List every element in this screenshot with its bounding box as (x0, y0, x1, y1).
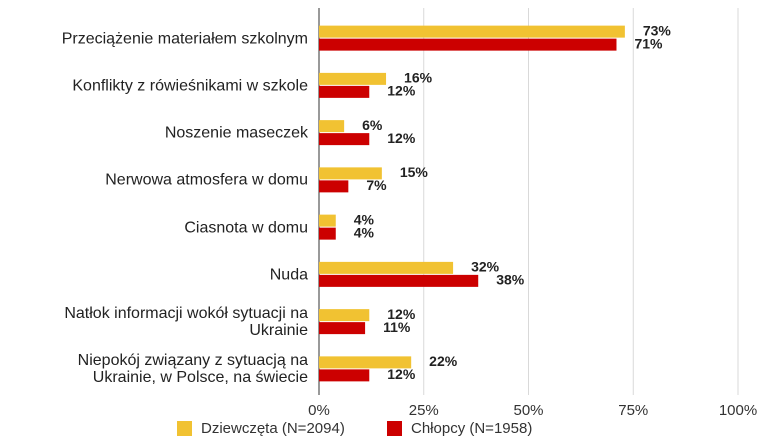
x-tick-label: 75% (618, 402, 648, 419)
legend-label: Dziewczęta (N=2094) (201, 420, 345, 437)
category-label: Ciasnota w domu (184, 219, 308, 237)
bar (319, 214, 336, 227)
value-label: 12% (387, 366, 416, 382)
category-label: Niepokój związany z sytuacją na Ukrainie… (77, 352, 308, 387)
value-label: 12% (387, 306, 416, 322)
bar (319, 167, 382, 180)
category-label: Natłok informacji wokół sytuacji na Ukra… (64, 305, 308, 340)
value-label: 4% (354, 224, 375, 240)
bar (319, 25, 625, 38)
bar (319, 309, 370, 322)
value-label: 71% (634, 35, 663, 51)
category-label: Noszenie maseczek (164, 124, 308, 142)
bar (319, 72, 387, 85)
bar (319, 38, 617, 51)
x-tick-label: 25% (409, 402, 439, 419)
category-label: Nuda (269, 266, 308, 284)
value-label: 6% (362, 117, 383, 133)
bar (319, 227, 336, 240)
value-label: 15% (400, 164, 429, 180)
value-label: 38% (496, 272, 525, 288)
value-label: 12% (387, 83, 416, 99)
x-tick-label: 100% (719, 402, 757, 419)
legend-swatch (387, 421, 402, 436)
value-label: 7% (366, 177, 387, 193)
bar (319, 180, 349, 193)
bar (319, 261, 454, 274)
value-label: 4% (354, 211, 375, 227)
value-label: 73% (643, 22, 672, 38)
bar (319, 356, 412, 369)
bar (319, 322, 366, 335)
bar (319, 85, 370, 98)
x-tick-label: 50% (513, 402, 543, 419)
legend-swatch (177, 421, 192, 436)
bar (319, 369, 370, 382)
bar (319, 274, 479, 287)
x-tick-label: 0% (308, 402, 330, 419)
category-label: Konflikty z rówieśnikami w szkole (72, 77, 308, 95)
value-label: 32% (471, 259, 500, 275)
bar (319, 133, 370, 146)
legend-label: Chłopcy (N=1958) (411, 420, 532, 437)
value-label: 11% (383, 319, 411, 335)
bar (319, 120, 345, 133)
value-label: 22% (429, 353, 458, 369)
value-label: 12% (387, 130, 416, 146)
category-label: Nerwowa atmosfera w domu (105, 171, 308, 189)
category-label: Przeciążenie materiałem szkolnym (61, 30, 308, 48)
value-label: 16% (404, 70, 433, 86)
